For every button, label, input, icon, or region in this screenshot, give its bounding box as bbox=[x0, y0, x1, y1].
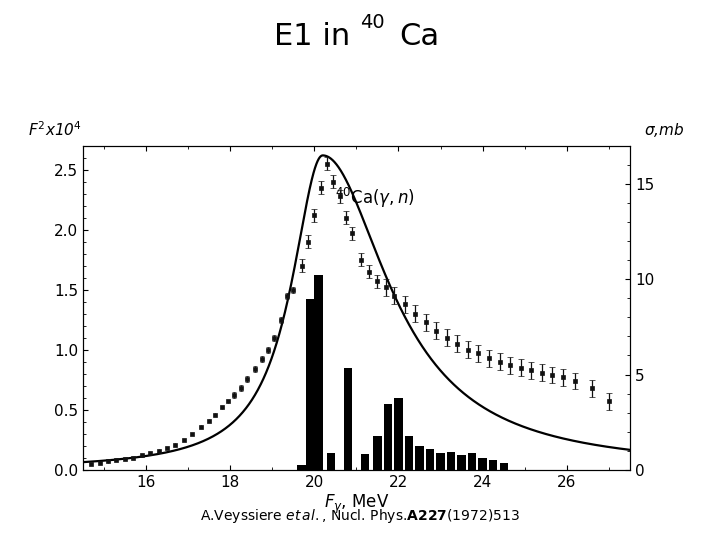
Text: $F^2$x10$^4$: $F^2$x10$^4$ bbox=[28, 120, 82, 139]
Text: A.Veyssiere $\it{et\,al.}$, Nucl. Phys.$\mathbf{A227}$(1972)513: A.Veyssiere $\it{et\,al.}$, Nucl. Phys.$… bbox=[200, 507, 520, 525]
Bar bbox=[405, 436, 413, 470]
Bar bbox=[315, 275, 323, 470]
Text: E1 in: E1 in bbox=[274, 22, 360, 51]
Bar bbox=[457, 455, 466, 470]
Bar bbox=[479, 458, 487, 470]
Text: $^{40}$Ca$(\gamma, n)$: $^{40}$Ca$(\gamma, n)$ bbox=[335, 186, 414, 210]
Bar bbox=[395, 398, 402, 470]
Bar bbox=[500, 463, 508, 470]
Bar bbox=[297, 465, 306, 470]
Bar bbox=[361, 454, 369, 470]
Bar bbox=[426, 449, 434, 470]
Bar bbox=[327, 453, 336, 470]
Bar bbox=[384, 404, 392, 470]
Bar bbox=[373, 436, 382, 470]
Bar bbox=[343, 368, 352, 470]
Text: 40: 40 bbox=[360, 14, 384, 32]
Bar bbox=[436, 453, 445, 470]
Text: Ca: Ca bbox=[400, 22, 440, 51]
Bar bbox=[306, 299, 315, 470]
Text: $\sigma$,mb: $\sigma$,mb bbox=[644, 122, 685, 139]
Bar bbox=[415, 446, 424, 470]
Bar bbox=[489, 460, 498, 470]
X-axis label: $F_\gamma$, MeV: $F_\gamma$, MeV bbox=[324, 492, 389, 516]
Bar bbox=[447, 452, 455, 470]
Bar bbox=[468, 453, 477, 470]
